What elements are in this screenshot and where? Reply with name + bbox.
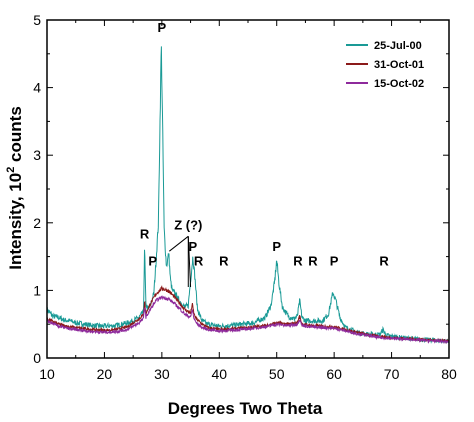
x-axis-title: Degrees Two Theta — [168, 399, 323, 418]
peak-label: P — [158, 20, 167, 35]
x-tick-label: 30 — [154, 366, 170, 382]
ticks-layer: 10 20 30 40 50 60 70 80 0 1 2 3 4 5 — [33, 12, 457, 382]
x-tick-label: 20 — [97, 366, 113, 382]
peak-label: P — [189, 239, 198, 254]
legend-label: 15-Oct-02 — [374, 78, 424, 90]
peak-label: R — [140, 226, 150, 241]
peak-label: Z (?) — [174, 218, 202, 233]
y-tick-label: 1 — [33, 282, 41, 298]
y-axis-title-main: Intensity, 10 — [6, 173, 25, 270]
x-tick-label: 60 — [326, 366, 342, 382]
y-axis-title-exponent: 2 — [5, 167, 17, 173]
y-tick-label: 5 — [33, 12, 41, 28]
peak-label: R — [308, 253, 318, 268]
peak-label: R — [293, 253, 303, 268]
x-tick-label: 10 — [39, 366, 55, 382]
y-tick-label: 0 — [33, 350, 41, 366]
legend-label: 25-Jul-00 — [374, 40, 422, 52]
x-tick-label: 80 — [441, 366, 457, 382]
x-tick-label: 50 — [269, 366, 285, 382]
y-axis-title: Intensity, 102 counts — [5, 106, 25, 270]
y-tick-label: 2 — [33, 215, 41, 231]
peak-label: R — [379, 253, 389, 268]
y-tick-label: 4 — [33, 80, 41, 96]
annotation-arrow — [187, 236, 192, 288]
peak-label: P — [330, 253, 339, 268]
peak-label: P — [272, 239, 281, 254]
y-tick-label: 3 — [33, 147, 41, 163]
x-tick-label: 70 — [384, 366, 400, 382]
x-tick-label: 40 — [211, 366, 227, 382]
annotation-arrow — [169, 235, 189, 252]
series-layer — [47, 46, 449, 345]
peak-label: R — [194, 253, 204, 268]
series-line-0 — [47, 46, 449, 344]
legend: 25-Jul-00 31-Oct-01 15-Oct-02 — [346, 40, 424, 90]
peak-label: P — [148, 253, 157, 268]
y-axis-title-unit: counts — [6, 106, 25, 166]
peak-label: R — [219, 253, 229, 268]
series-line-2 — [47, 295, 449, 345]
legend-label: 31-Oct-01 — [374, 59, 424, 71]
